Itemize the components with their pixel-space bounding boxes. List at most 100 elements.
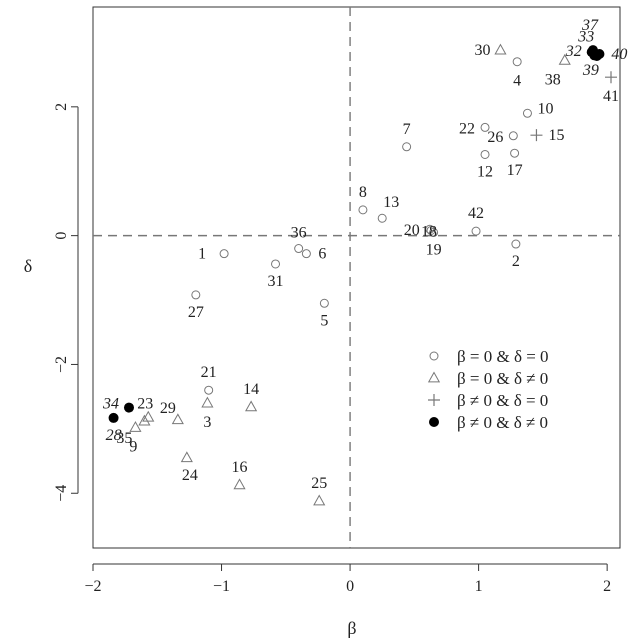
point-label-32: 32: [565, 43, 582, 60]
data-point-7: [402, 142, 412, 152]
y-axis-title: δ: [24, 256, 32, 276]
legend-symbol-3: [429, 417, 439, 427]
point-label-3: 3: [203, 414, 211, 431]
point-label-26: 26: [487, 129, 503, 146]
point-label-33: 33: [577, 28, 594, 45]
point-label-23: 23: [137, 395, 153, 412]
x-axis: −2 −1 0 1 2: [84, 563, 611, 595]
data-point-21: [204, 385, 214, 395]
data-point-38: [558, 53, 571, 65]
point-label-18: 18: [421, 223, 437, 240]
legend-label-1: β = 0 & δ ≠ 0: [457, 369, 548, 388]
y-tick-label: −4: [53, 485, 70, 502]
data-point-6: [301, 249, 311, 259]
data-point-34: [123, 402, 134, 413]
point-label-2: 2: [512, 253, 520, 270]
point-label-1: 1: [198, 246, 206, 263]
x-tick-label: 1: [475, 578, 483, 595]
data-point-26: [508, 131, 518, 141]
point-label-30: 30: [474, 42, 490, 59]
legend: β = 0 & δ = 0 β = 0 & δ ≠ 0 β ≠ 0 & δ = 0 β…: [427, 347, 549, 432]
point-label-14: 14: [243, 381, 259, 398]
legend-symbol-2: [428, 394, 440, 406]
data-point-15: [530, 129, 543, 142]
point-label-25: 25: [311, 475, 327, 492]
legend-label-3: β ≠ 0 & δ ≠ 0: [457, 413, 548, 432]
data-point-10: [522, 108, 532, 118]
data-point-14: [245, 400, 258, 412]
point-label-17: 17: [507, 162, 523, 179]
point-label-35: 35: [116, 430, 132, 447]
data-point-29: [171, 413, 184, 425]
point-label-29: 29: [160, 400, 176, 417]
point-label-41: 41: [603, 88, 619, 105]
point-label-4: 4: [513, 73, 521, 90]
point-label-40: 40: [611, 46, 627, 63]
point-label-37: 37: [581, 17, 599, 34]
y-tick-label: 0: [53, 232, 70, 240]
data-point-20: [425, 224, 435, 234]
point-label-31: 31: [268, 273, 284, 290]
legend-symbol-0: [429, 351, 439, 361]
data-point-9: [129, 421, 142, 432]
point-label-36: 36: [291, 225, 307, 242]
data-point-41: [605, 71, 618, 84]
data-point-40: [594, 49, 605, 60]
x-tick-label: 0: [346, 578, 354, 595]
point-label-27: 27: [188, 304, 204, 321]
point-label-22: 22: [459, 120, 475, 137]
x-axis-title: β: [347, 618, 356, 638]
legend-symbol-1: [427, 371, 441, 383]
data-point-36: [294, 244, 304, 254]
point-label-15: 15: [548, 127, 564, 144]
point-label-7: 7: [403, 121, 411, 138]
data-point-22: [480, 122, 490, 132]
point-label-24: 24: [182, 467, 198, 484]
point-label-5: 5: [320, 312, 328, 329]
data-point-27: [191, 290, 201, 300]
data-point-42: [471, 226, 481, 236]
y-axis: −4 −2 0 2: [53, 103, 79, 502]
data-points: [108, 43, 618, 506]
point-label-38: 38: [545, 71, 561, 88]
point-label-20: 20: [404, 222, 420, 239]
point-label-9: 9: [129, 439, 137, 456]
data-point-1: [219, 249, 229, 259]
data-point-5: [319, 298, 329, 308]
legend-label-2: β ≠ 0 & δ = 0: [457, 391, 548, 410]
point-label-28: 28: [106, 427, 122, 444]
point-label-12: 12: [477, 163, 493, 180]
point-label-21: 21: [201, 364, 217, 381]
data-point-35: [138, 414, 151, 426]
data-point-13: [377, 213, 387, 223]
y-tick-label: −2: [53, 356, 70, 373]
plot-frame: [92, 6, 621, 549]
data-point-3: [201, 396, 214, 408]
point-label-16: 16: [232, 459, 248, 476]
point-label-42: 42: [468, 205, 484, 222]
data-point-12: [480, 149, 490, 159]
data-point-8: [358, 205, 368, 215]
data-point-17: [510, 148, 520, 158]
x-tick-label: −2: [84, 578, 101, 595]
point-label-6: 6: [318, 246, 326, 263]
reference-lines: [93, 7, 620, 548]
point-label-34: 34: [102, 396, 119, 413]
data-point-31: [271, 259, 281, 269]
y-tick-label: 2: [53, 103, 70, 111]
data-point-30: [494, 43, 507, 55]
data-point-23: [142, 410, 155, 422]
point-label-10: 10: [537, 100, 553, 117]
x-tick-label: −1: [213, 578, 230, 595]
data-point-28: [108, 412, 119, 423]
data-point-2: [511, 239, 521, 249]
data-point-25: [313, 494, 326, 506]
point-label-19: 19: [426, 241, 442, 258]
data-point-4: [512, 57, 522, 67]
data-point-24: [180, 451, 193, 463]
point-label-13: 13: [383, 194, 399, 211]
legend-label-0: β = 0 & δ = 0: [457, 347, 549, 366]
data-point-18: [426, 225, 436, 235]
